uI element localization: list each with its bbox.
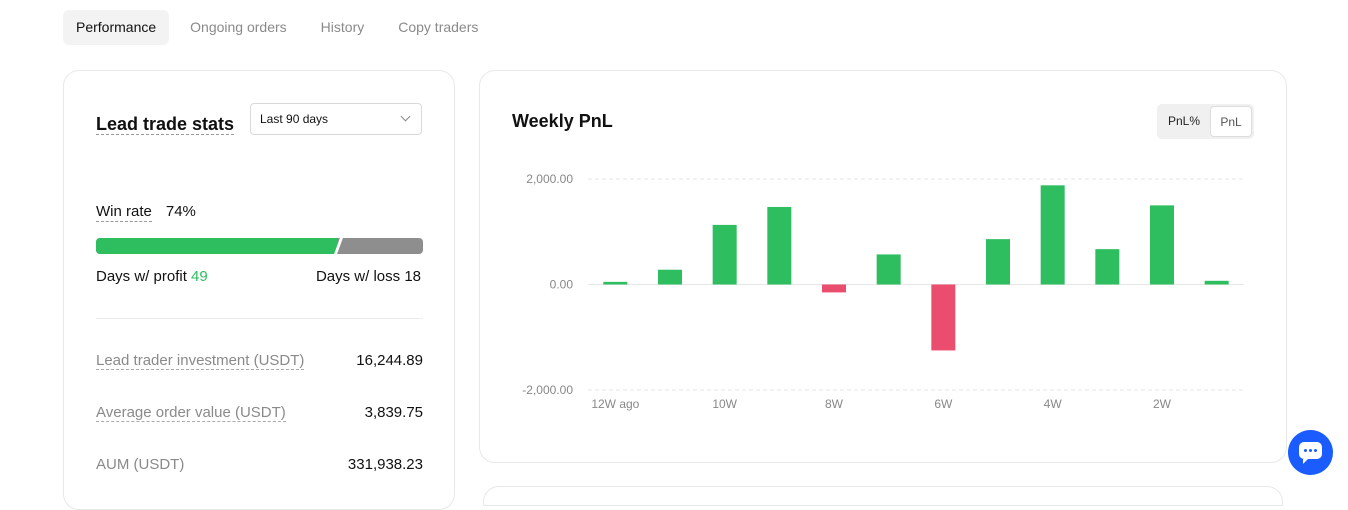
bar-2w [1150,205,1174,285]
chat-bubble-icon [1299,442,1322,464]
lead-trade-stats-card: Lead trade stats Last 90 days Win rate 74… [63,70,455,510]
chat-dot [1309,449,1312,452]
bar-3w [1095,249,1120,285]
chat-button[interactable] [1288,430,1333,475]
toggle-pnl-percent[interactable]: PnL% [1167,114,1201,128]
pnl-toggle: PnL% PnL [1157,104,1254,139]
stat-value-aum: 331,938.23 [347,456,423,473]
period-select-value: Last 90 days [260,112,329,126]
bar-8w [822,284,846,293]
chat-dot [1304,449,1307,452]
lead-trade-stats-title[interactable]: Lead trade stats [96,114,235,135]
chat-dot [1314,449,1317,452]
x-tick-label: 8W [825,397,844,411]
days-profit-label: Days w/ profit [96,268,187,285]
period-select[interactable]: Last 90 days [250,103,422,135]
days-loss-value: 18 [404,268,421,285]
x-tick-label: 12W ago [591,397,639,411]
stat-value-avg-order: 3,839.75 [364,404,423,421]
bar-4w [1040,185,1065,285]
x-tick-label: 4W [1044,397,1063,411]
stat-row-investment: Lead trader investment (USDT) 16,244.89 [96,352,423,370]
stat-label-avg-order[interactable]: Average order value (USDT) [96,404,286,422]
win-rate-value: 74% [165,203,196,220]
tab-ongoing-orders[interactable]: Ongoing orders [190,19,287,35]
bar-6w [931,284,956,351]
x-tick-label: 2W [1153,397,1172,411]
x-tick-label: 6W [934,397,953,411]
tab-bar: Performance Ongoing orders History Copy … [63,10,499,45]
bar-11w [658,269,682,285]
weekly-pnl-chart: 2,000.00 0.00 -2,000.00 12W ago 10W 8W 6W 4W 2W [522,172,1244,411]
stat-value-investment: 16,244.89 [356,352,423,369]
y-tick-label: 0.00 [550,278,574,292]
days-with-loss: Days w/ loss 18 [316,268,421,285]
tab-copy-traders[interactable]: Copy traders [398,19,479,35]
weekly-pnl-card: Weekly PnL PnL% PnL 2,000.00 0.00 -2,000.0… [479,70,1287,463]
bar-7w [876,254,901,285]
weekly-pnl-title: Weekly PnL [512,111,613,131]
x-tick-label: 10W [712,397,737,411]
bar-1w [1204,280,1229,285]
win-rate-bar [96,238,423,254]
stat-label-investment[interactable]: Lead trader investment (USDT) [96,352,305,370]
days-loss-label: Days w/ loss [315,268,401,285]
divider [96,318,423,319]
days-profit-value: 49 [191,268,208,285]
tab-history[interactable]: History [320,19,365,35]
bar-9w [767,206,792,285]
stat-row-avg-order: Average order value (USDT) 3,839.75 [96,404,423,422]
stat-label-aum: AUM (USDT) [96,456,185,473]
chevron-down-icon [400,111,411,122]
tab-performance[interactable]: Performance [63,10,170,45]
y-tick-label: -2,000.00 [522,383,573,397]
y-tick-label: 2,000.00 [526,172,573,186]
bar-12w-ago [603,281,628,285]
bar-10w [712,224,737,285]
win-rate-label[interactable]: Win rate [96,203,152,222]
stat-row-aum: AUM (USDT) 331,938.23 [96,456,423,473]
win-rate-bar-fill [96,238,338,254]
next-card [483,486,1283,506]
win-rate: Win rate 74% [96,203,196,222]
bar-5w [986,239,1010,285]
days-with-profit: Days w/ profit 49 [96,268,208,285]
toggle-pnl[interactable]: PnL [1210,106,1252,137]
